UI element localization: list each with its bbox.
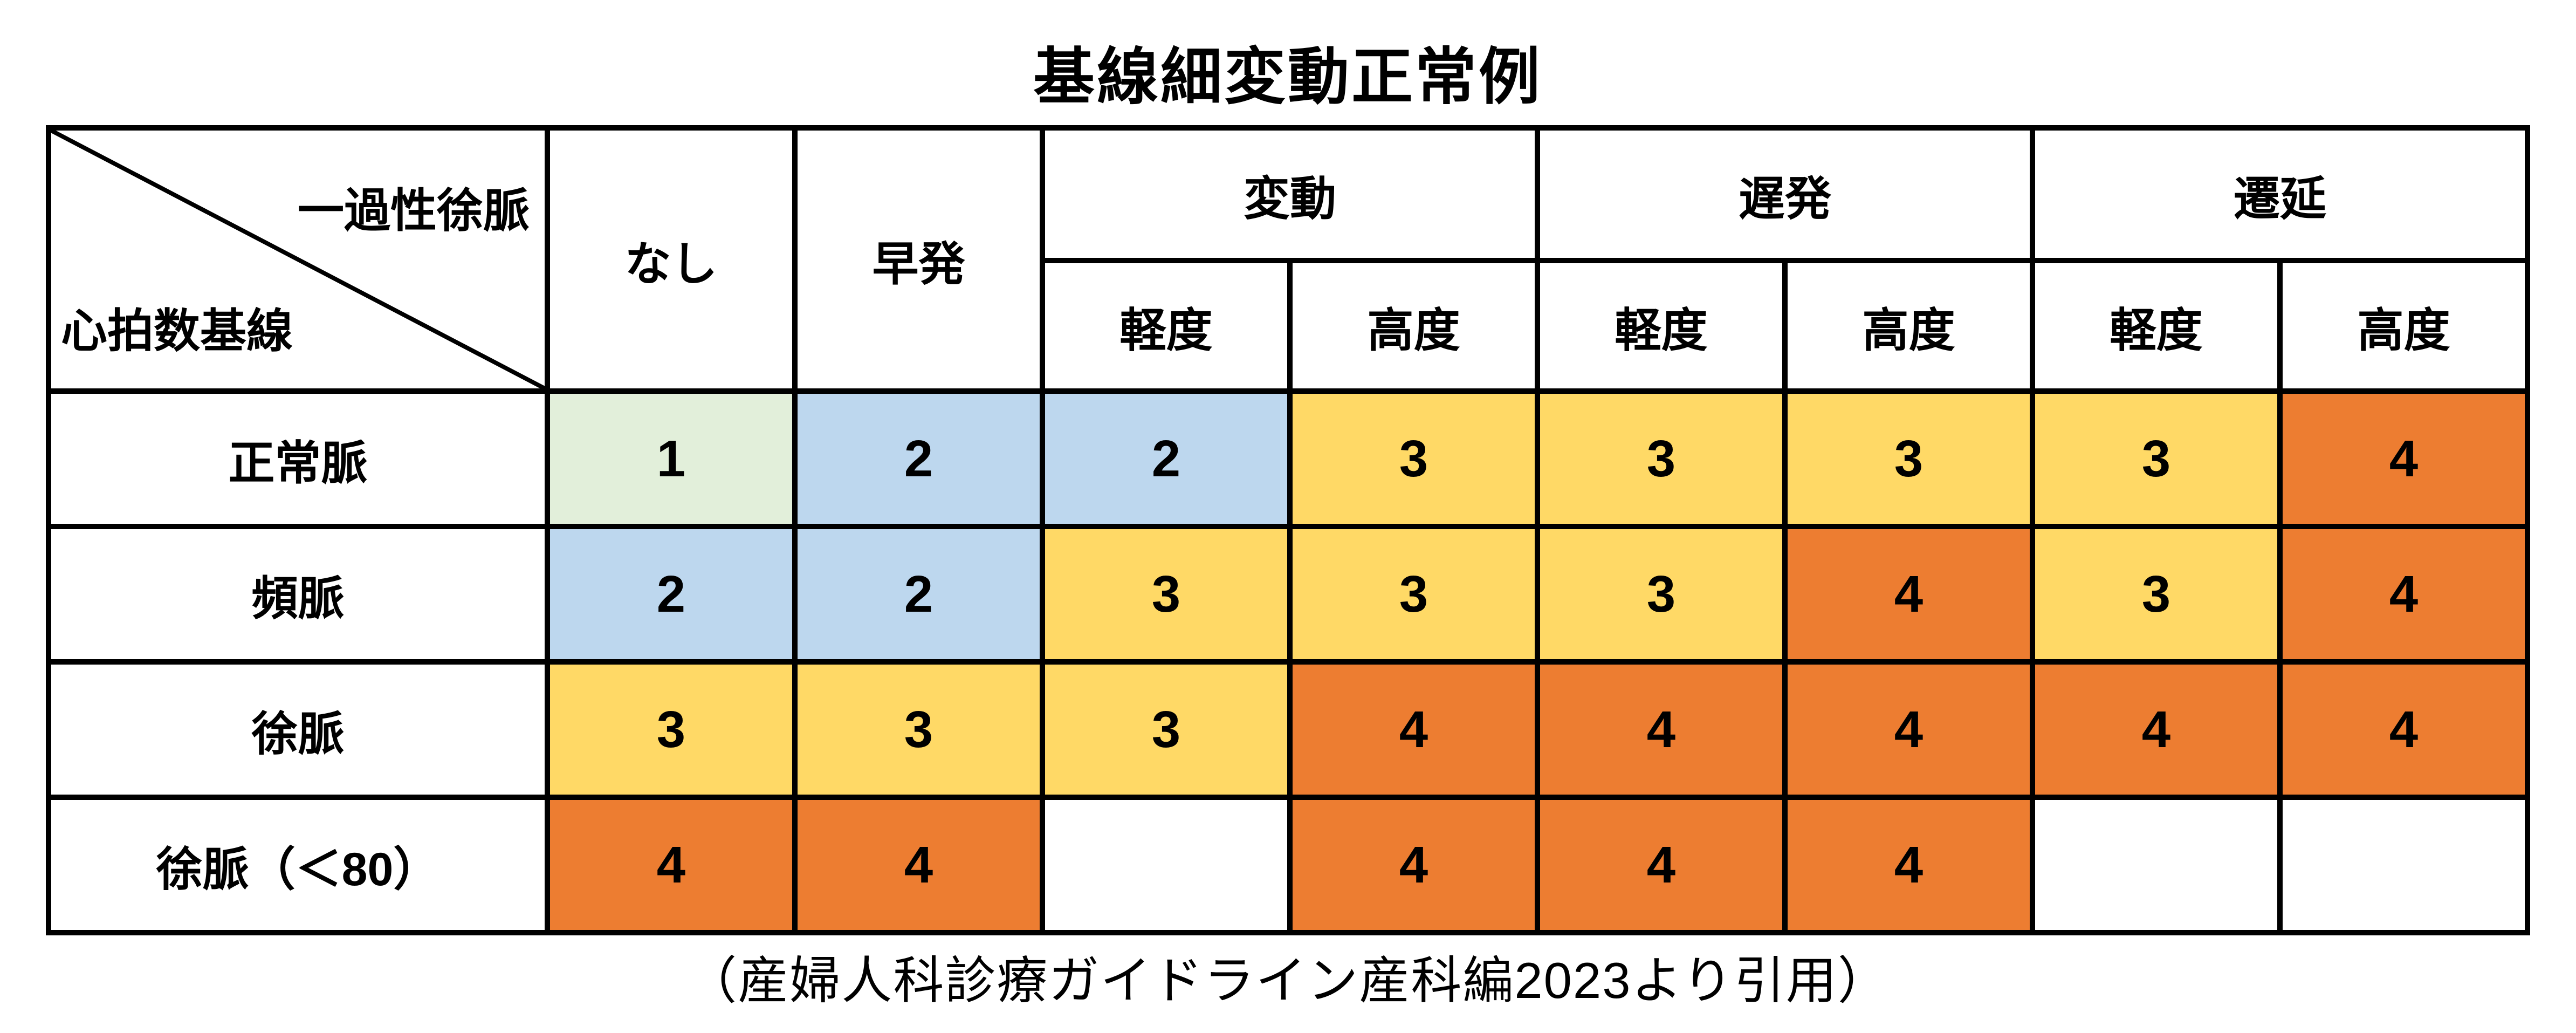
col-subheader-late-severe: 高度 [1782,258,2035,394]
score-cell: 2 [792,388,1045,529]
score-cell: 2 [545,524,798,665]
col-subheader-variable-severe: 高度 [1287,258,1540,394]
table-row: 徐脈 3 3 3 4 4 4 4 4 [46,659,2530,800]
row-header-normal: 正常脈 [46,388,550,529]
score-cell: 4 [2277,524,2530,665]
score-cell: 4 [2277,659,2530,800]
score-cell: 4 [2030,659,2283,800]
score-cell: 3 [1040,524,1293,665]
figure-title: 基線細変動正常例 [1033,43,1542,112]
score-cell: 1 [545,388,798,529]
score-cell: 3 [792,659,1045,800]
score-cell [2277,795,2530,935]
score-cell: 3 [1287,388,1540,529]
corner-cell: 一過性徐脈 心拍数基線 [46,125,550,394]
score-cell: 4 [1287,659,1540,800]
score-cell: 4 [1782,659,2035,800]
diagonal-line [51,131,545,388]
row-header-bradycardia: 徐脈 [46,659,550,800]
col-subheader-prolonged-mild: 軽度 [2030,258,2283,394]
score-cell: 3 [1535,524,1788,665]
corner-row-axis-label: 心拍数基線 [61,305,293,357]
score-cell: 4 [2277,388,2530,529]
score-cell: 4 [1287,795,1540,935]
score-cell: 2 [1040,388,1293,529]
col-subheader-late-mild: 軽度 [1535,258,1788,394]
col-header-early: 早発 [792,125,1045,394]
source-caption: （産婦人科診療ガイドライン産科編2023より引用） [686,952,1890,1009]
score-cell: 4 [1782,524,2035,665]
score-cell: 3 [2030,388,2283,529]
score-cell: 3 [1287,524,1540,665]
score-cell: 3 [545,659,798,800]
row-header-tachycardia: 頻脈 [46,524,550,665]
col-subheader-prolonged-severe: 高度 [2277,258,2530,394]
col-header-none: なし [545,125,798,394]
score-cell [2030,795,2283,935]
score-cell: 4 [1535,795,1788,935]
table-row: 頻脈 2 2 3 3 3 4 3 4 [46,524,2530,665]
score-cell: 3 [2030,524,2283,665]
row-header-bradycardia-under-80: 徐脈（＜80） [46,795,550,935]
col-subheader-variable-mild: 軽度 [1040,258,1293,394]
col-group-late: 遅発 [1535,125,2035,263]
score-cell: 4 [545,795,798,935]
score-cell: 2 [792,524,1045,665]
score-cell: 4 [1535,659,1788,800]
score-cell: 3 [1535,388,1788,529]
score-cell: 3 [1040,659,1293,800]
score-cell: 4 [792,795,1045,935]
corner-column-axis-label: 一過性徐脈 [298,185,530,237]
score-cell: 3 [1782,388,2035,529]
table-row: 正常脈 1 2 2 3 3 3 3 4 [46,388,2530,529]
table-row: 徐脈（＜80） 4 4 4 4 4 [46,795,2530,935]
score-cell: 4 [1782,795,2035,935]
col-group-prolonged: 遷延 [2030,125,2530,263]
score-table: 一過性徐脈 心拍数基線 なし 早発 変動 遅発 遷延 軽度 高度 軽度 高度 軽… [46,125,2530,935]
score-cell [1040,795,1293,935]
col-group-variable: 変動 [1040,125,1540,263]
